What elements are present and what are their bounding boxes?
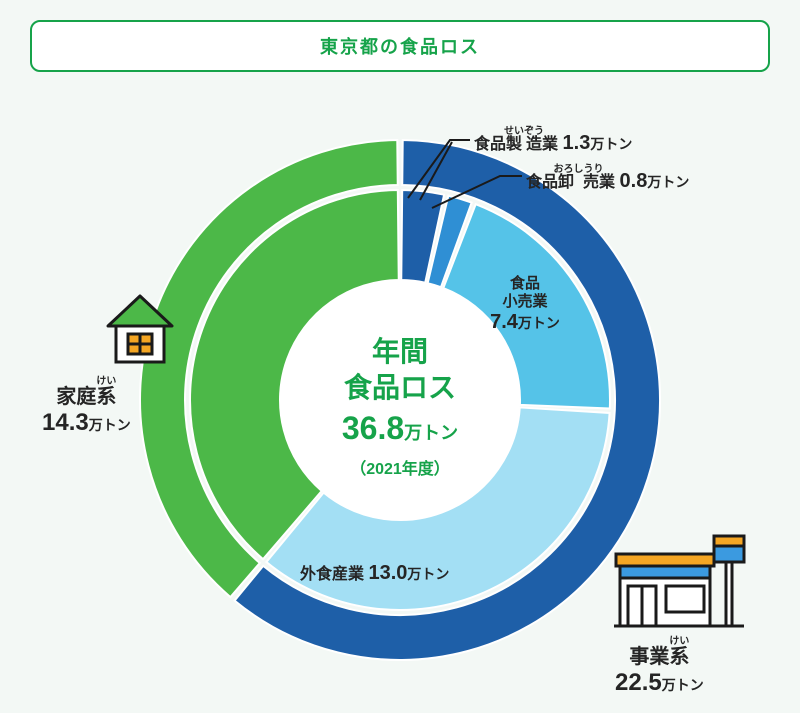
house-icon (100, 290, 180, 370)
center-text: 年間 食品ロス 36.8万トン （2021年度） (285, 334, 515, 480)
center-line1: 年間 (285, 334, 515, 370)
retail-label: 食品 小売業 7.4万トン (480, 275, 570, 334)
chart-area: 年間 食品ロス 36.8万トン （2021年度） 家庭系けい 14.3万トン 事… (0, 100, 800, 713)
restaurant-label: 外食産業 13.0万トン (300, 560, 449, 585)
manufacturing-label: 食品製造せいぞう業 1.3万トン (474, 126, 632, 155)
center-value: 36.8万トン (285, 406, 515, 451)
store-icon (614, 526, 754, 636)
center-line2: 食品ロス (285, 370, 515, 406)
business-label: 事業系けい 22.5万トン (615, 636, 704, 697)
wholesale-label: 食品卸売おろしうり業 0.8万トン (526, 164, 689, 193)
title-text: 東京都の食品ロス (320, 33, 480, 59)
household-label: 家庭系けい 14.3万トン (42, 376, 131, 437)
title-box: 東京都の食品ロス (30, 20, 770, 72)
center-year: （2021年度） (285, 455, 515, 479)
